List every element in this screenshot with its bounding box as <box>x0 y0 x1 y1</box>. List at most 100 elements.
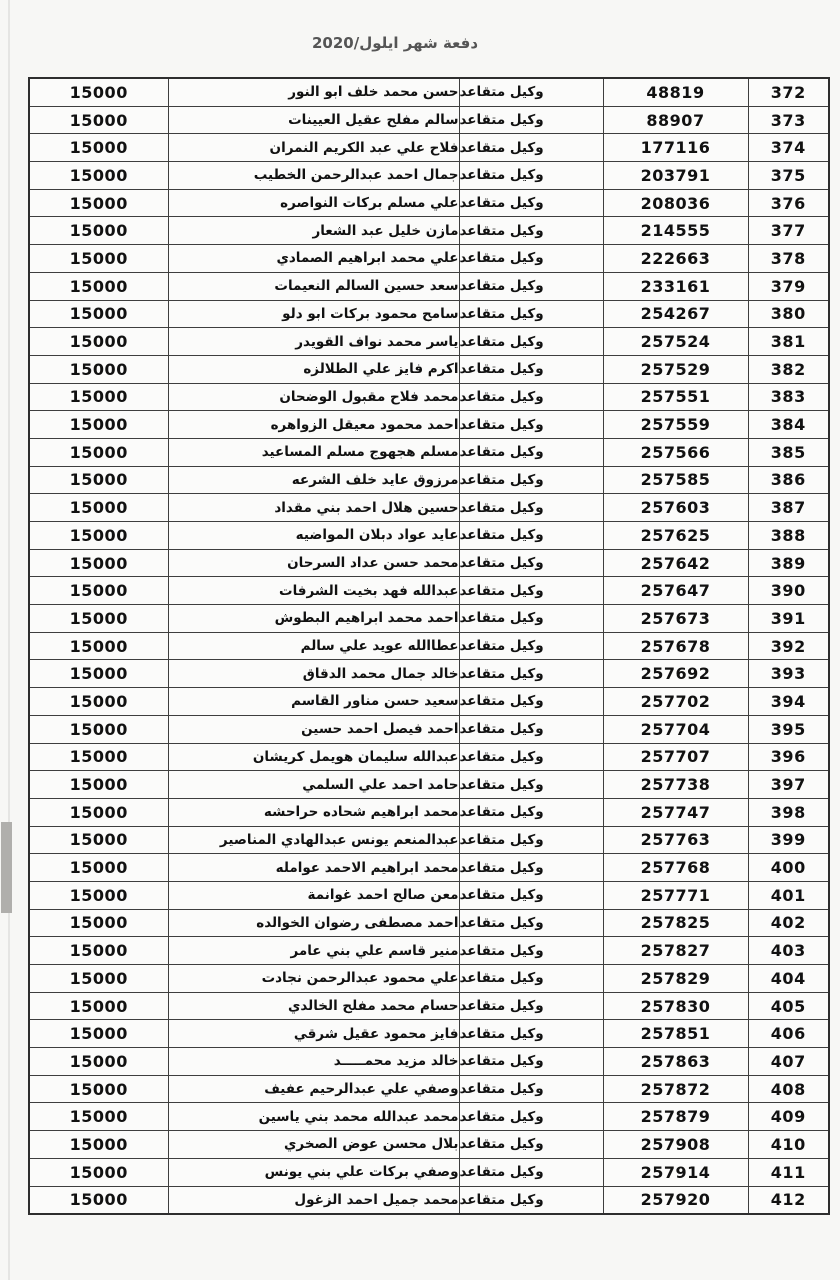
cell-amount: 15000 <box>28 493 169 522</box>
table-row: 396 257707 وكيل متقاعد عبدالله سليمان هويمل… <box>28 742 830 772</box>
cell-status: وكيل متقاعد <box>458 299 604 329</box>
table-row: 399 257763 وكيل متقاعد عبدالمنعم يونس عبدال… <box>28 825 830 855</box>
cell-name: عبدالمنعم يونس عبدالهادي المناصير <box>167 825 460 855</box>
cell-name: وصفي بركات علي بني يونس <box>167 1157 460 1187</box>
table-row: 387 257603 وكيل متقاعد حسين هلال احمد بني م… <box>28 493 830 522</box>
table-row: 401 257771 وكيل متقاعد معن صالح احمد غوانمة… <box>28 880 830 910</box>
table-row: 389 257642 وكيل متقاعد محمد حسن عداد السرحا… <box>28 548 830 578</box>
cell-serial: 375 <box>747 161 830 190</box>
cell-serial: 412 <box>747 1185 830 1215</box>
cell-name: احمد محمد ابراهيم البطوش <box>167 604 460 633</box>
cell-id: 257585 <box>602 465 749 495</box>
cell-amount: 15000 <box>28 964 169 993</box>
cell-name: محمد فلاح مقبول الوضحان <box>167 382 460 412</box>
cell-serial: 401 <box>747 880 830 910</box>
cell-status: وكيل متقاعد <box>458 576 604 606</box>
cell-amount: 15000 <box>28 271 169 301</box>
cell-amount: 15000 <box>28 1157 169 1187</box>
cell-name: جمال احمد عبدالرحمن الخطيب <box>167 161 460 190</box>
table-row: 410 257908 وكيل متقاعد بلال محسن عوض الصخري… <box>28 1130 830 1159</box>
table-row: 373 88907 وكيل متقاعد سالم مفلح عقيل العيين… <box>28 105 830 135</box>
cell-amount: 15000 <box>28 410 169 439</box>
cell-name: خالد جمال محمد الدقاق <box>167 659 460 689</box>
cell-serial: 372 <box>747 77 830 107</box>
cell-amount: 15000 <box>28 188 169 218</box>
cell-status: وكيل متقاعد <box>458 714 604 744</box>
cell-amount: 15000 <box>28 161 169 190</box>
table-row: 380 254267 وكيل متقاعد سامح محمود بركات ابو… <box>28 299 830 329</box>
cell-status: وكيل متقاعد <box>458 908 604 938</box>
cell-id: 257529 <box>602 354 749 384</box>
table-row: 402 257825 وكيل متقاعد احمد مصطفى رضوان الخ… <box>28 908 830 938</box>
cell-serial: 378 <box>747 244 830 273</box>
table-row: 383 257551 وكيل متقاعد محمد فلاح مقبول الوض… <box>28 382 830 412</box>
table-row: 378 222663 وكيل متقاعد علي محمد ابراهيم الص… <box>28 244 830 273</box>
cell-amount: 15000 <box>28 1102 169 1132</box>
table-row: 395 257704 وكيل متقاعد احمد فيصل احمد حسين 1… <box>28 714 830 744</box>
scan-edge-line <box>8 0 10 1280</box>
cell-amount: 15000 <box>28 880 169 910</box>
cell-amount: 15000 <box>28 797 169 827</box>
cell-id: 257827 <box>602 936 749 965</box>
cell-name: معن صالح احمد غوانمة <box>167 880 460 910</box>
table-row: 411 257914 وكيل متقاعد وصفي بركات علي بني ي… <box>28 1157 830 1187</box>
cell-id: 257872 <box>602 1074 749 1104</box>
table-row: 376 208036 وكيل متقاعد علي مسلم بركات النوا… <box>28 188 830 218</box>
cell-amount: 15000 <box>28 437 169 467</box>
page-title: دفعة شهر ايلول/2020 <box>311 34 479 52</box>
table-row: 409 257879 وكيل متقاعد محمد عبدالله محمد بن… <box>28 1102 830 1132</box>
cell-amount: 15000 <box>28 659 169 689</box>
cell-name: علي محمد ابراهيم الصمادي <box>167 244 460 273</box>
cell-amount: 15000 <box>28 548 169 578</box>
cell-name: سالم مفلح عقيل العيينات <box>167 105 460 135</box>
cell-id: 257825 <box>602 908 749 938</box>
cell-serial: 381 <box>747 327 830 356</box>
table-row: 397 257738 وكيل متقاعد حامد احمد علي السلمي… <box>28 770 830 799</box>
cell-id: 233161 <box>602 271 749 301</box>
cell-name: احمد فيصل احمد حسين <box>167 714 460 744</box>
cell-serial: 404 <box>747 964 830 993</box>
cell-serial: 397 <box>747 770 830 799</box>
cell-serial: 384 <box>747 410 830 439</box>
cell-status: وكيل متقاعد <box>458 1019 604 1049</box>
cell-name: وصفي علي عبدالرحيم عفيف <box>167 1074 460 1104</box>
cell-status: وكيل متقاعد <box>458 465 604 495</box>
cell-name: محمد ابراهيم شحاده حراحشه <box>167 797 460 827</box>
cell-status: وكيل متقاعد <box>458 548 604 578</box>
cell-amount: 15000 <box>28 77 169 107</box>
cell-id: 222663 <box>602 244 749 273</box>
cell-id: 257551 <box>602 382 749 412</box>
cell-status: وكيل متقاعد <box>458 853 604 882</box>
cell-id: 203791 <box>602 161 749 190</box>
cell-id: 257763 <box>602 825 749 855</box>
cell-serial: 406 <box>747 1019 830 1049</box>
cell-id: 257647 <box>602 576 749 606</box>
cell-id: 257908 <box>602 1130 749 1159</box>
cell-id: 257603 <box>602 493 749 522</box>
table-row: 384 257559 وكيل متقاعد احمد محمود معيقل الز… <box>28 410 830 439</box>
cell-amount: 15000 <box>28 770 169 799</box>
cell-name: بلال محسن عوض الصخري <box>167 1130 460 1159</box>
cell-amount: 15000 <box>28 687 169 716</box>
cell-name: محمد حسن عداد السرحان <box>167 548 460 578</box>
cell-amount: 15000 <box>28 1130 169 1159</box>
cell-serial: 395 <box>747 714 830 744</box>
cell-serial: 374 <box>747 133 830 163</box>
cell-status: وكيل متقاعد <box>458 1130 604 1159</box>
cell-serial: 393 <box>747 659 830 689</box>
cell-name: ياسر محمد نواف القويدر <box>167 327 460 356</box>
cell-serial: 391 <box>747 604 830 633</box>
cell-status: وكيل متقاعد <box>458 1102 604 1132</box>
cell-status: وكيل متقاعد <box>458 687 604 716</box>
cell-name: سعد حسين السالم النعيمات <box>167 271 460 301</box>
cell-status: وكيل متقاعد <box>458 797 604 827</box>
cell-status: وكيل متقاعد <box>458 1157 604 1187</box>
cell-amount: 15000 <box>28 327 169 356</box>
cell-amount: 15000 <box>28 714 169 744</box>
cell-serial: 376 <box>747 188 830 218</box>
cell-name: حامد احمد علي السلمي <box>167 770 460 799</box>
cell-name: خالد مزيد محمـــــد <box>167 1047 460 1076</box>
cell-amount: 15000 <box>28 853 169 882</box>
table-row: 379 233161 وكيل متقاعد سعد حسين السالم النع… <box>28 271 830 301</box>
cell-status: وكيل متقاعد <box>458 1185 604 1215</box>
